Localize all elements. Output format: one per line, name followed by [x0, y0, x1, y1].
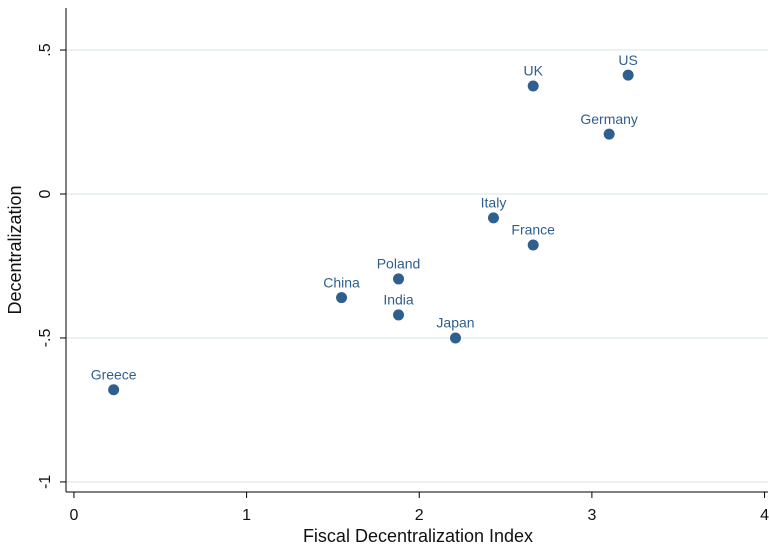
x-tick-label: 3	[587, 507, 596, 524]
y-tick-label: -.5	[37, 329, 54, 348]
x-tick-label: 2	[415, 507, 424, 524]
point-label: India	[383, 292, 414, 308]
x-tick-label: 1	[242, 507, 251, 524]
x-tick-label: 0	[69, 507, 78, 524]
point-label: Italy	[481, 195, 507, 211]
point	[450, 332, 462, 344]
point-label: France	[511, 222, 555, 238]
y-tick-label: 0	[37, 189, 54, 198]
point	[108, 384, 120, 396]
point	[603, 128, 615, 140]
point	[393, 309, 405, 321]
point	[527, 239, 539, 251]
point-label: US	[618, 52, 637, 68]
y-tick-label: .5	[37, 43, 54, 56]
point-label: China	[323, 274, 360, 290]
point	[622, 69, 634, 81]
x-axis-title: Fiscal Decentralization Index	[303, 526, 533, 546]
x-tick-label: 4	[760, 507, 769, 524]
point	[487, 212, 499, 224]
point	[527, 80, 539, 92]
point-label: Greece	[91, 366, 137, 382]
point	[336, 292, 348, 304]
y-axis-title: Decentralization	[5, 185, 25, 314]
y-tick-label: -1	[37, 475, 54, 489]
point-label: UK	[523, 63, 543, 79]
point	[393, 273, 405, 285]
point-label: Germany	[580, 111, 638, 127]
point-label: Poland	[377, 256, 421, 272]
point-label: Japan	[436, 315, 474, 331]
